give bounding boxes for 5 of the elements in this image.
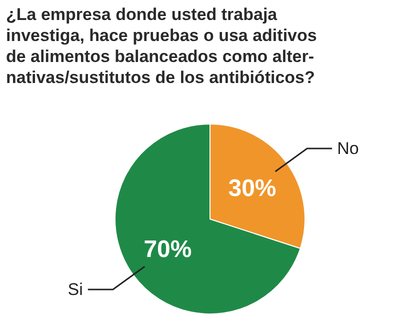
slice-label: No xyxy=(337,138,359,158)
chart-title: ¿La empresa donde usted trabaja investiga, hace pruebas o usa aditivos de alimentos balanceados como alter- nativas/sustitutos de los antibióticos? xyxy=(6,4,318,88)
data-label: 30% xyxy=(228,174,276,202)
data-label: 70% xyxy=(144,236,192,264)
slice-label: Si xyxy=(68,280,83,300)
